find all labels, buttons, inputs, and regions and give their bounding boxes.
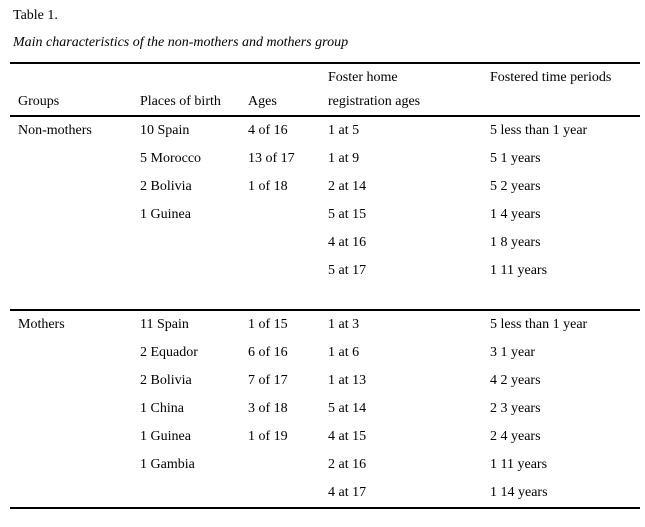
cell-group [10,395,132,423]
cell-period: 4 2 years [490,373,541,388]
cell-registration: 1 at 6 [328,345,360,360]
cell-period: 3 1 year [490,345,536,360]
cell-age: 6 of 16 [248,345,288,360]
cell-place: 2 Equador [140,345,198,360]
cell-place: 2 Bolivia [140,373,192,388]
section-non-mothers: Non-mothers 10 Spain 4 of 16 1 at 5 5 le… [10,117,640,309]
header-spacer-cell [240,66,320,90]
cell-group [10,173,132,201]
cell-age [240,451,320,479]
table-row: 1 China 3 of 18 5 at 14 2 3 years [10,395,640,423]
cell-age: 1 of 19 [248,429,288,444]
cell-age: 4 of 16 [248,123,288,138]
cell-age: 13 of 17 [248,151,295,166]
cell-registration: 4 at 17 [328,485,367,500]
cell-group [10,367,132,395]
cell-registration: 1 at 5 [328,123,360,138]
table-caption: Main characteristics of the non-mothers … [13,35,349,50]
cell-period: 2 3 years [490,401,541,416]
cell-period: 5 less than 1 year [490,317,588,332]
cell-registration: 2 at 14 [328,179,367,194]
cell-group [10,451,132,479]
cell-registration: 5 at 17 [328,263,367,278]
cell-group [10,145,132,173]
cell-period: 1 8 years [490,235,541,250]
header-spacer-cell [132,66,240,90]
cell-period: 1 11 years [490,263,548,278]
col-header-ages: Ages [248,94,277,109]
table-row: 2 Bolivia 7 of 17 1 at 13 4 2 years [10,367,640,395]
cell-place: 1 China [140,401,184,416]
cell-place: 5 Morocco [140,151,202,166]
cell-age: 1 of 18 [248,179,288,194]
cell-place: 1 Gambia [140,457,195,472]
cell-registration: 2 at 16 [328,457,367,472]
cell-place [132,229,240,257]
cell-period: 1 4 years [490,207,541,222]
col-header-foster-home-line1: Foster home [328,70,398,85]
table-row: 2 Equador 6 of 16 1 at 6 3 1 year [10,339,640,367]
header-line-2: Groups Places of birth Ages registration… [10,90,640,114]
table-row: 1 Gambia 2 at 16 1 11 years [10,451,640,479]
header-line-1: Foster home Fostered time periods [10,66,640,90]
cell-registration: 5 at 15 [328,207,367,222]
table-header: Foster home Fostered time periods Groups… [10,64,640,117]
section-mothers: Mothers 11 Spain 1 of 15 1 at 3 5 less t… [10,309,640,507]
cell-age [240,229,320,257]
cell-group: Mothers [18,317,65,332]
cell-place [132,257,240,285]
cell-group [10,423,132,451]
cell-group [10,339,132,367]
cell-place: 11 Spain [140,317,189,332]
cell-period: 5 less than 1 year [490,123,588,138]
cell-place: 1 Guinea [140,207,191,222]
table-row: 2 Bolivia 1 of 18 2 at 14 5 2 years [10,173,640,201]
col-header-foster-home-line2: registration ages [328,94,421,109]
table-row: 5 Morocco 13 of 17 1 at 9 5 1 years [10,145,640,173]
cell-registration: 1 at 3 [328,317,360,332]
characteristics-table: Foster home Fostered time periods Groups… [10,62,640,509]
cell-age [240,201,320,229]
cell-place: 1 Guinea [140,429,191,444]
cell-place [132,479,240,507]
cell-registration: 4 at 15 [328,429,367,444]
cell-group [10,479,132,507]
header-spacer-cell [10,66,132,90]
table-row: 4 at 17 1 14 years [10,479,640,507]
cell-age: 1 of 15 [248,317,288,332]
cell-registration: 1 at 9 [328,151,360,166]
table-row: 1 Guinea 5 at 15 1 4 years [10,201,640,229]
cell-period: 1 11 years [490,457,548,472]
cell-age: 3 of 18 [248,401,288,416]
table-row: Mothers 11 Spain 1 of 15 1 at 3 5 less t… [10,311,640,339]
cell-group [10,229,132,257]
header-spacer-cell [482,90,640,114]
cell-group [10,201,132,229]
table-number: Table 1. [13,8,58,23]
cell-age [240,479,320,507]
col-header-fostered-time-periods: Fostered time periods [490,70,612,85]
col-header-places-of-birth: Places of birth [140,94,221,109]
col-header-groups: Groups [18,94,60,109]
table-row: 1 Guinea 1 of 19 4 at 15 2 4 years [10,423,640,451]
cell-period: 1 14 years [490,485,548,500]
cell-age [240,257,320,285]
document-page: Table 1. Main characteristics of the non… [0,8,645,509]
cell-period: 5 2 years [490,179,541,194]
cell-registration: 1 at 13 [328,373,367,388]
cell-place: 10 Spain [140,123,190,138]
table-row: Non-mothers 10 Spain 4 of 16 1 at 5 5 le… [10,117,640,145]
cell-period: 2 4 years [490,429,541,444]
cell-age: 7 of 17 [248,373,288,388]
cell-registration: 5 at 14 [328,401,367,416]
cell-group [10,257,132,285]
cell-period: 5 1 years [490,151,541,166]
table-row: 5 at 17 1 11 years [10,257,640,285]
table-row: 4 at 16 1 8 years [10,229,640,257]
cell-group: Non-mothers [18,123,92,138]
cell-place: 2 Bolivia [140,179,192,194]
cell-registration: 4 at 16 [328,235,367,250]
